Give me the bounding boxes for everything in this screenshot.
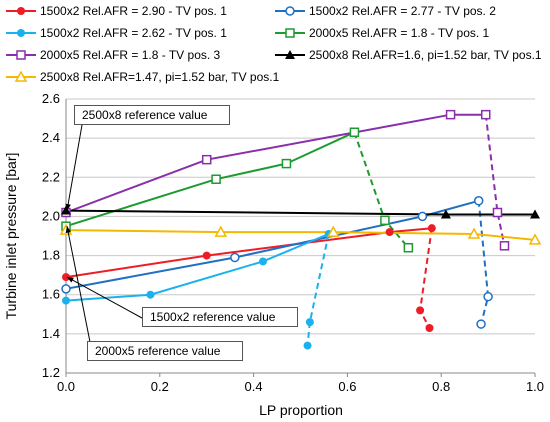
- series-5-point-2: [530, 209, 540, 219]
- series-1-point-3: [473, 196, 484, 206]
- tick-labels: 1.2 1.4 1.6 1.8 2.0 2.2 2.4 2.6 0.0 0.2 0.4 0.6 0.8 1…: [42, 91, 544, 394]
- series-5-point-1: [440, 209, 451, 219]
- series-3-point-3: [349, 127, 360, 138]
- annotation-arrowhead-0: [65, 203, 71, 211]
- annotation-2000x5-reference: 2000x5 reference value: [87, 341, 243, 361]
- annotation-leaders: [65, 124, 143, 353]
- series-4-dashed-line: [484, 114, 506, 247]
- series-3-point-5: [403, 242, 414, 253]
- series-3-point-1: [211, 174, 221, 184]
- series-6-point-3: [467, 227, 481, 239]
- legend-entry-3: 1500x2 Rel.AFR = 2.62 - TV pos. 1: [6, 26, 227, 40]
- series-6-point-1: [214, 225, 228, 237]
- series-0-point-2: [385, 228, 394, 237]
- legend-label-6: 2500x8 Rel.AFR=1.6, pi=1.52 bar, TV pos.…: [309, 48, 542, 62]
- y-tick-label-3: 1.8: [42, 248, 60, 263]
- legend-entry-2: 1500x2 Rel.AFR = 2.77 - TV pos. 2: [275, 4, 496, 18]
- x-tick-label-3: 0.6: [338, 379, 356, 394]
- y-tick-label-7: 2.6: [42, 91, 60, 106]
- series-3-point-4: [380, 215, 390, 226]
- series-4-point-2: [445, 109, 456, 120]
- series-2-point-0: [62, 296, 70, 305]
- series-4-point-5: [499, 241, 510, 251]
- x-tick-label-4: 0.8: [432, 379, 450, 394]
- series-6-point-2: [327, 225, 340, 237]
- series-2-point-5: [303, 341, 312, 350]
- series-2-dashed-line: [306, 233, 330, 346]
- series-5-solid-line: [65, 209, 535, 216]
- series-0-point-1: [202, 251, 211, 260]
- x-tick-label-0: 0.0: [57, 379, 75, 394]
- series-3-point-2: [281, 158, 292, 169]
- grid-lines: [66, 98, 535, 374]
- legend-entry-1: 1500x2 Rel.AFR = 2.90 - TV pos. 1: [6, 4, 227, 18]
- legend-label-7: 2500x8 Rel.AFR=1.47, pi=1.52 bar, TV pos…: [40, 70, 280, 84]
- series-1-point-5: [476, 319, 486, 329]
- legend-entry-7: 2500x8 Rel.AFR=1.47, pi=1.52 bar, TV pos…: [6, 70, 279, 84]
- legend-entry-6: 2500x8 Rel.AFR=1.6, pi=1.52 bar, TV pos.…: [275, 48, 542, 62]
- annotation-leader-0: [66, 124, 83, 211]
- y-tick-label-1: 1.4: [42, 326, 60, 341]
- annotation-leader-2: [66, 226, 93, 353]
- legend-label-4: 2000x5 Rel.AFR = 1.8 - TV pos. 1: [309, 26, 490, 40]
- y-tick-label-2: 1.6: [42, 287, 60, 302]
- series-0-point-5: [425, 323, 434, 332]
- legend-label-2: 1500x2 Rel.AFR = 2.77 - TV pos. 2: [309, 4, 496, 18]
- annotation-1500x2-reference: 1500x2 reference value: [142, 307, 298, 327]
- legend: 1500x2 Rel.AFR = 2.90 - TV pos. 1 1500x2…: [0, 0, 550, 90]
- annotation-leader-1: [66, 276, 143, 319]
- y-tick-label-0: 1.2: [42, 365, 60, 380]
- series-4-point-3: [481, 109, 491, 120]
- series-1-point-4: [483, 291, 493, 302]
- annotation-arrowhead-1: [67, 277, 74, 283]
- series-4-solid-line: [65, 113, 486, 214]
- annotation-arrowhead-2: [65, 226, 71, 234]
- series-4-point-1: [201, 154, 212, 165]
- series-0-solid-line: [65, 227, 432, 279]
- legend-entry-5: 2000x5 Rel.AFR = 1.8 - TV pos. 3: [6, 48, 220, 62]
- x-tick-label-2: 0.4: [245, 379, 263, 394]
- x-tick-label-5: 1.0: [526, 379, 544, 394]
- series-0-point-0: [62, 273, 70, 282]
- y-tick-label-4: 2.0: [42, 208, 60, 223]
- legend-label-1: 1500x2 Rel.AFR = 2.90 - TV pos. 1: [40, 4, 227, 18]
- y-axis-label: Turbine inlet pressure [bar]: [3, 153, 19, 320]
- series-2-solid-line: [65, 233, 329, 302]
- series-1-point-2: [417, 211, 428, 222]
- series-6-point-4: [528, 233, 542, 245]
- series-3-solid-line: [65, 131, 355, 228]
- legend-label-5: 2000x5 Rel.AFR = 1.8 - TV pos. 3: [40, 48, 221, 62]
- legend-label-3: 1500x2 Rel.AFR = 2.62 - TV pos. 1: [40, 26, 227, 40]
- series-1-dashed-line: [477, 200, 490, 325]
- x-axis-label: LP proportion: [259, 402, 343, 418]
- series-5-point-0: [61, 205, 71, 215]
- series-4-point-4: [492, 207, 503, 218]
- series-2-point-2: [258, 257, 267, 266]
- axes: [65, 99, 536, 377]
- y-tick-label-6: 2.4: [42, 130, 60, 145]
- y-tick-label-5: 2.2: [42, 169, 60, 184]
- legend-entry-4: 2000x5 Rel.AFR = 1.8 - TV pos. 1: [275, 26, 489, 40]
- x-tick-label-1: 0.2: [151, 379, 169, 394]
- series-6-solid-line: [65, 229, 536, 241]
- markers-layer: [59, 109, 542, 350]
- annotation-2500x8-reference: 2500x8 reference value: [74, 105, 230, 125]
- series-2-point-4: [305, 318, 314, 327]
- series-layer: [65, 113, 536, 346]
- series-0-point-3: [427, 224, 436, 233]
- series-2-point-1: [146, 290, 155, 299]
- series-0-point-4: [416, 306, 425, 315]
- series-1-point-1: [230, 252, 240, 263]
- series-1-point-0: [61, 284, 71, 294]
